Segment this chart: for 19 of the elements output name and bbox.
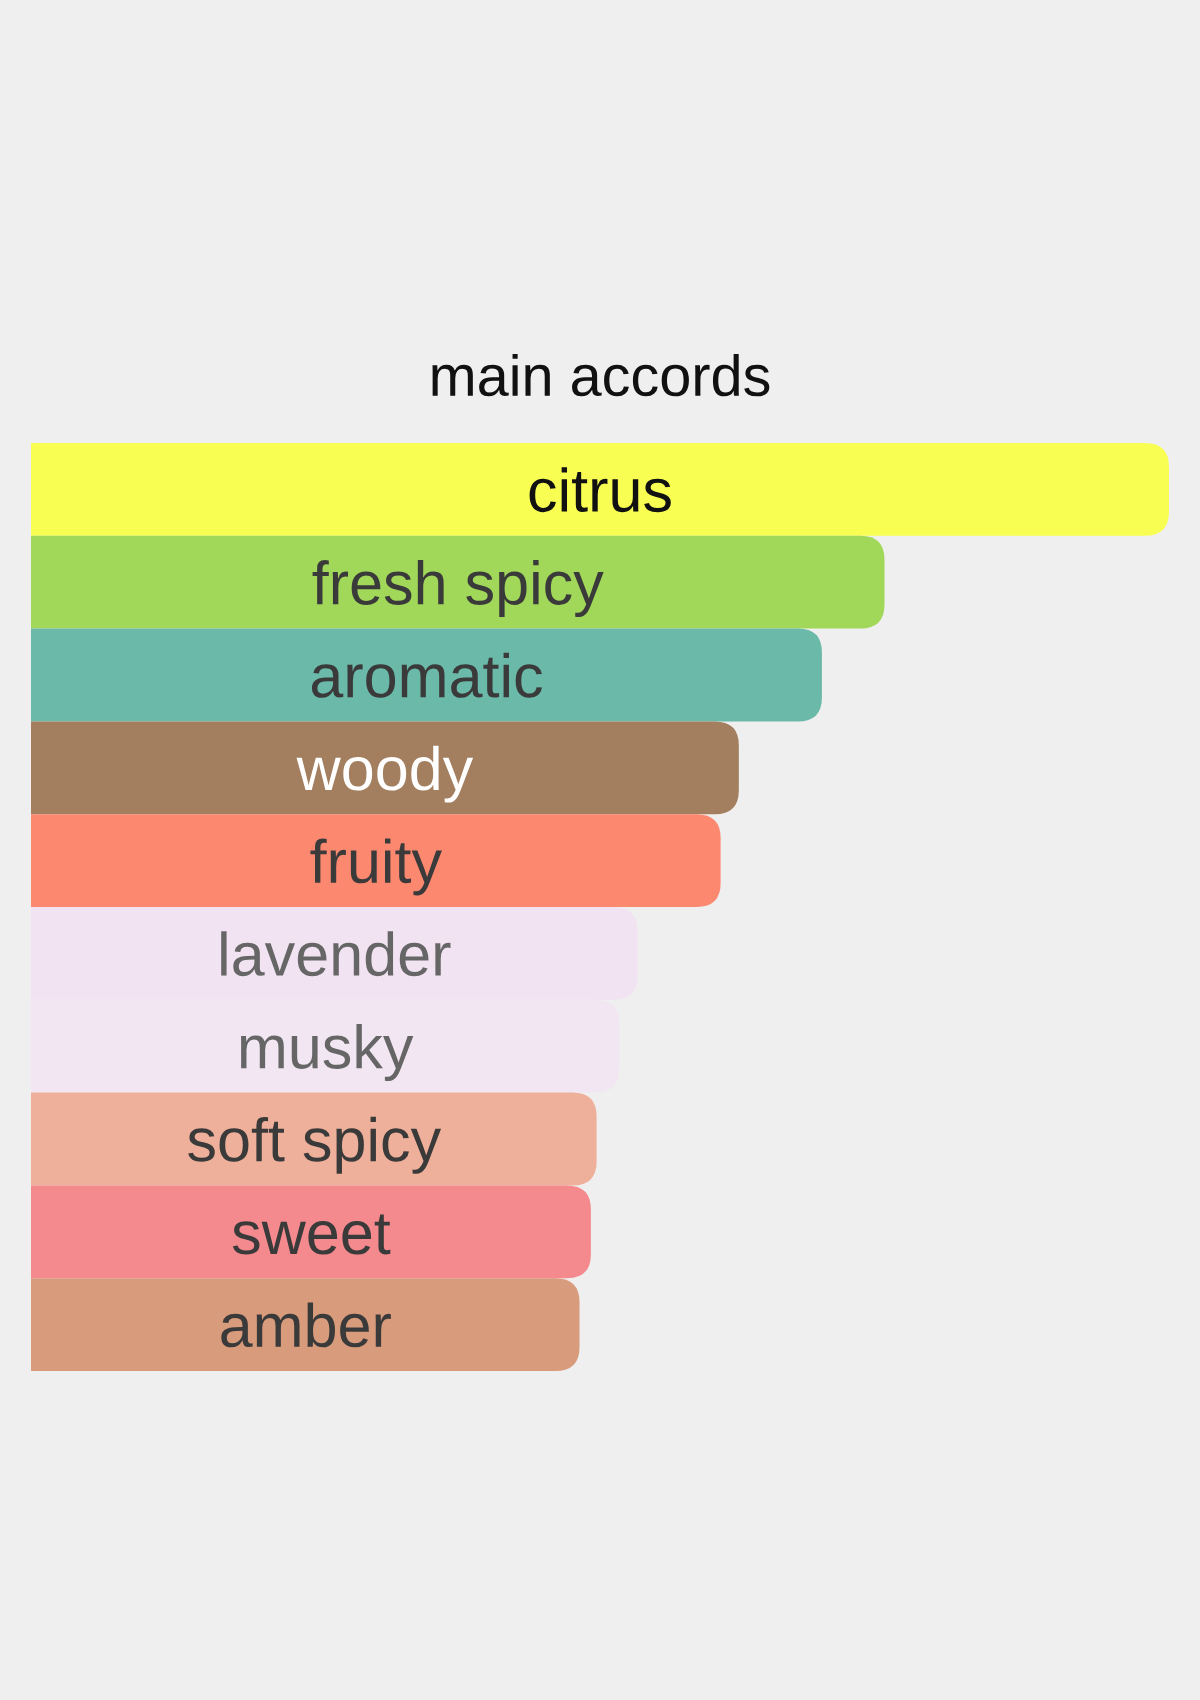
y-tick-label: amber <box>221 1302 391 1348</box>
bar <box>31 443 1169 536</box>
y-tick-label: lavender <box>221 931 451 977</box>
y-tick-label: aromatic <box>311 652 543 698</box>
bar <box>31 814 721 907</box>
bar <box>31 535 885 629</box>
bar <box>31 1278 580 1371</box>
bar <box>31 1185 591 1279</box>
chart-title: main accords <box>432 354 770 397</box>
y-tick-label: fresh spicy <box>312 560 604 618</box>
y-tick-label: musky <box>240 1024 414 1082</box>
y-tick-label: woody <box>296 745 474 803</box>
bar <box>31 721 739 815</box>
bar <box>31 628 822 722</box>
bar <box>31 1092 597 1186</box>
y-tick-label: sweet <box>232 1214 391 1255</box>
y-tick-label: soft spicy <box>188 1116 442 1174</box>
y-tick-label: fruity <box>310 838 442 896</box>
y-tick-label: citrus <box>529 467 671 513</box>
